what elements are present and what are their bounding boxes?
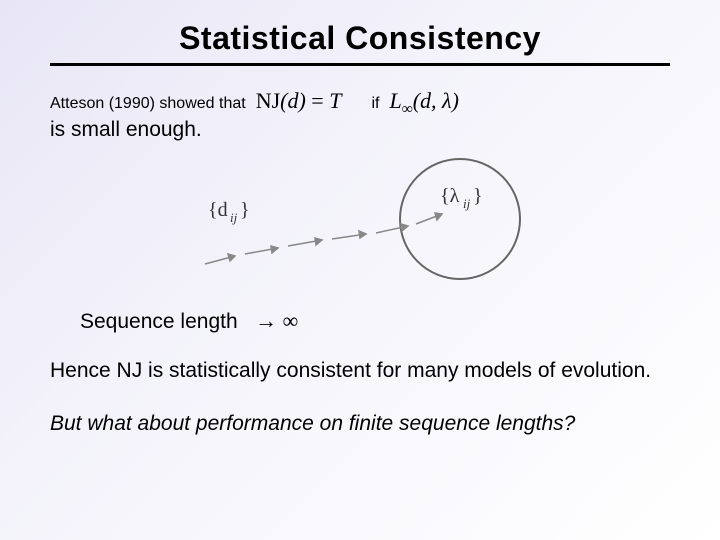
sequence-length-line: Sequence length → ∞ [80, 308, 670, 334]
if-text: if [371, 95, 379, 113]
dij-close: } [240, 199, 250, 221]
hence-text: Hence NJ is statistically consistent for… [50, 358, 670, 384]
circle-icon [400, 159, 520, 279]
but-what-text: But what about performance on finite seq… [50, 411, 670, 437]
sequence-length-label: Sequence length [80, 310, 238, 333]
diagram-wrap: {d ij } {λ ij } [50, 154, 670, 304]
dij-sub: ij [230, 210, 238, 225]
eq-linf: L∞(d, λ) [389, 88, 458, 118]
slide-root: Statistical Consistency Atteson (1990) s… [0, 0, 720, 540]
line-atteson: Atteson (1990) showed that NJ(d) = T if … [50, 88, 670, 118]
convergence-diagram: {d ij } {λ ij } [150, 154, 570, 304]
dij-label: {d [208, 199, 228, 221]
title-rule [50, 63, 670, 66]
atteson-text: Atteson (1990) showed that [50, 95, 246, 113]
page-title: Statistical Consistency [50, 20, 670, 57]
arrow-to-infinity: → ∞ [255, 308, 298, 333]
lambdaij-sub: ij [463, 196, 471, 211]
lambdaij-close: } [473, 185, 483, 207]
lambdaij-label: {λ [440, 185, 460, 207]
line-small-enough: is small enough. [50, 118, 670, 142]
eq-njd-eq-t: NJ(d) = T [256, 88, 342, 114]
